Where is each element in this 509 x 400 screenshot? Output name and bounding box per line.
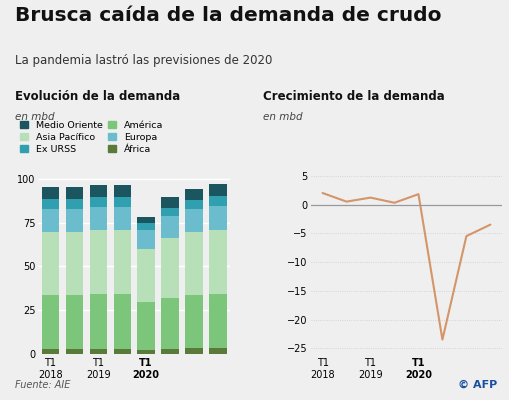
Bar bbox=[42, 208, 59, 232]
Bar bbox=[90, 185, 106, 197]
Text: Evolución de la demanda: Evolución de la demanda bbox=[15, 90, 180, 103]
Bar bbox=[209, 348, 226, 354]
Bar bbox=[209, 196, 226, 206]
Bar bbox=[185, 348, 202, 354]
Bar bbox=[66, 208, 82, 232]
Bar bbox=[185, 295, 202, 348]
Bar bbox=[185, 232, 202, 295]
Bar bbox=[161, 216, 178, 238]
Bar bbox=[90, 197, 106, 207]
Bar bbox=[42, 199, 59, 208]
Text: © AFP: © AFP bbox=[457, 380, 496, 390]
Bar bbox=[114, 207, 130, 230]
Text: Brusca caída de la demanda de crudo: Brusca caída de la demanda de crudo bbox=[15, 6, 441, 25]
Bar bbox=[114, 230, 130, 294]
Bar bbox=[114, 294, 130, 349]
Bar bbox=[66, 187, 82, 199]
Bar bbox=[42, 232, 59, 295]
Bar bbox=[209, 294, 226, 348]
Bar bbox=[161, 298, 178, 349]
Bar bbox=[161, 197, 178, 208]
Bar bbox=[137, 217, 154, 224]
Bar bbox=[114, 197, 130, 207]
Text: La pandemia lastró las previsiones de 2020: La pandemia lastró las previsiones de 20… bbox=[15, 54, 272, 67]
Bar bbox=[137, 224, 154, 230]
Bar bbox=[161, 238, 178, 298]
Legend: Medio Oriente, Asia Pacífico, Ex URSS, América, Europa, África: Medio Oriente, Asia Pacífico, Ex URSS, A… bbox=[20, 121, 163, 154]
Text: Fuente: AIE: Fuente: AIE bbox=[15, 380, 71, 390]
Bar bbox=[185, 200, 202, 209]
Bar bbox=[90, 294, 106, 349]
Text: Crecimiento de la demanda: Crecimiento de la demanda bbox=[262, 90, 443, 103]
Bar bbox=[137, 230, 154, 249]
Bar bbox=[185, 189, 202, 200]
Bar bbox=[90, 230, 106, 294]
Text: en mbd: en mbd bbox=[262, 112, 302, 122]
Bar bbox=[209, 230, 226, 294]
Bar bbox=[42, 187, 59, 199]
Bar bbox=[209, 206, 226, 230]
Bar bbox=[161, 349, 178, 354]
Bar bbox=[114, 185, 130, 197]
Bar bbox=[42, 349, 59, 354]
Bar bbox=[185, 209, 202, 232]
Text: en mbd: en mbd bbox=[15, 112, 55, 122]
Bar bbox=[42, 295, 59, 349]
Bar bbox=[90, 349, 106, 354]
Bar bbox=[90, 207, 106, 230]
Bar bbox=[66, 349, 82, 354]
Bar bbox=[161, 208, 178, 216]
Bar bbox=[66, 232, 82, 295]
Bar bbox=[66, 199, 82, 208]
Bar bbox=[66, 295, 82, 349]
Bar bbox=[137, 249, 154, 302]
Bar bbox=[137, 302, 154, 350]
Bar bbox=[209, 184, 226, 196]
Bar bbox=[137, 350, 154, 354]
Bar bbox=[114, 349, 130, 354]
